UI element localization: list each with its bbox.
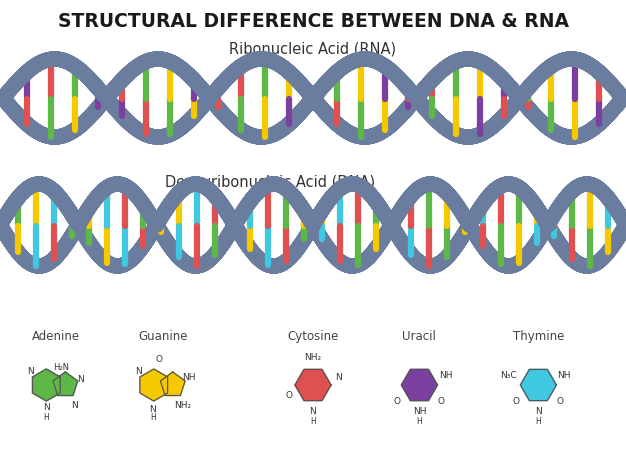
Text: N: N [43,404,49,413]
Text: O: O [285,391,292,400]
Text: H: H [416,417,423,426]
Text: Guanine: Guanine [138,330,188,343]
Polygon shape [401,369,438,400]
Text: H: H [535,417,541,426]
Text: Thymine: Thymine [513,330,564,343]
Polygon shape [160,372,185,396]
Text: H: H [43,413,49,422]
Polygon shape [140,369,168,401]
Text: STRUCTURAL DIFFERENCE BETWEEN DNA & RNA: STRUCTURAL DIFFERENCE BETWEEN DNA & RNA [58,12,568,31]
Text: N: N [335,373,341,382]
Text: Uracil: Uracil [403,330,436,343]
Text: H₂N: H₂N [53,362,69,371]
Text: N: N [150,405,156,414]
Text: NH₂: NH₂ [304,352,322,361]
Text: N: N [77,376,84,384]
Text: NH: NH [439,370,452,379]
Polygon shape [520,369,557,400]
Text: O: O [394,397,401,406]
Text: H: H [150,414,156,423]
Text: H: H [310,417,316,426]
Polygon shape [295,369,331,400]
Text: N: N [310,407,316,416]
Text: O: O [438,397,445,406]
Text: Ribonucleic Acid (RNA): Ribonucleic Acid (RNA) [230,42,396,57]
Text: N₃C: N₃C [500,370,516,379]
Text: O: O [513,397,520,406]
Text: NH₂: NH₂ [174,400,192,409]
Text: N: N [535,407,541,416]
Text: N: N [135,367,142,376]
Text: O: O [155,355,162,365]
Text: N: N [71,400,78,409]
Text: NH: NH [182,373,195,382]
Text: NH: NH [558,370,571,379]
Polygon shape [33,369,60,401]
Text: Cytosine: Cytosine [287,330,339,343]
Text: Adenine: Adenine [33,330,80,343]
Text: O: O [557,397,564,406]
Text: Deoxyribonucleic Acid (DNA): Deoxyribonucleic Acid (DNA) [165,175,375,190]
Polygon shape [53,372,78,396]
Text: NH: NH [413,407,426,416]
Text: N: N [27,367,34,376]
